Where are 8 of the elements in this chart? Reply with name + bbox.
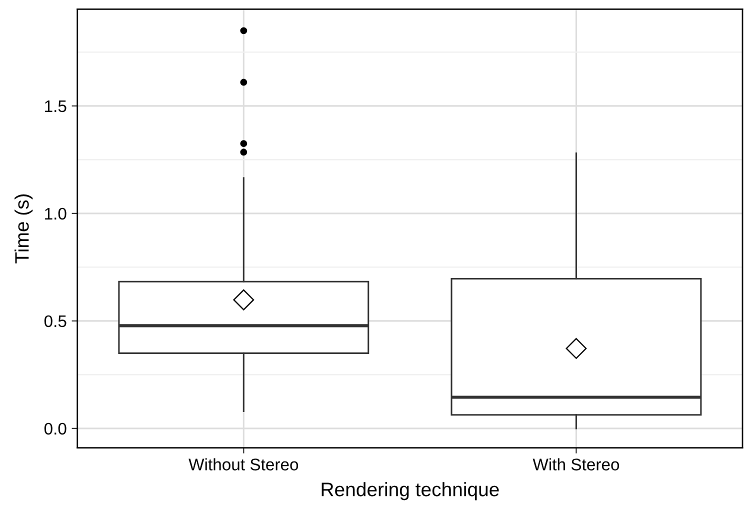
y-tick-label: 0.0 [44, 422, 66, 435]
x-axis-title: Rendering technique [322, 482, 499, 500]
y-tick-label: 0.5 [44, 315, 66, 328]
x-tick-label: Without Stereo [188, 458, 298, 470]
x-tick-label: With Stereo [532, 458, 620, 470]
y-tick-label: 1.0 [45, 208, 66, 220]
y-axis-title: Time (s) [14, 194, 33, 264]
y-tick-label: 1.5 [45, 100, 66, 112]
